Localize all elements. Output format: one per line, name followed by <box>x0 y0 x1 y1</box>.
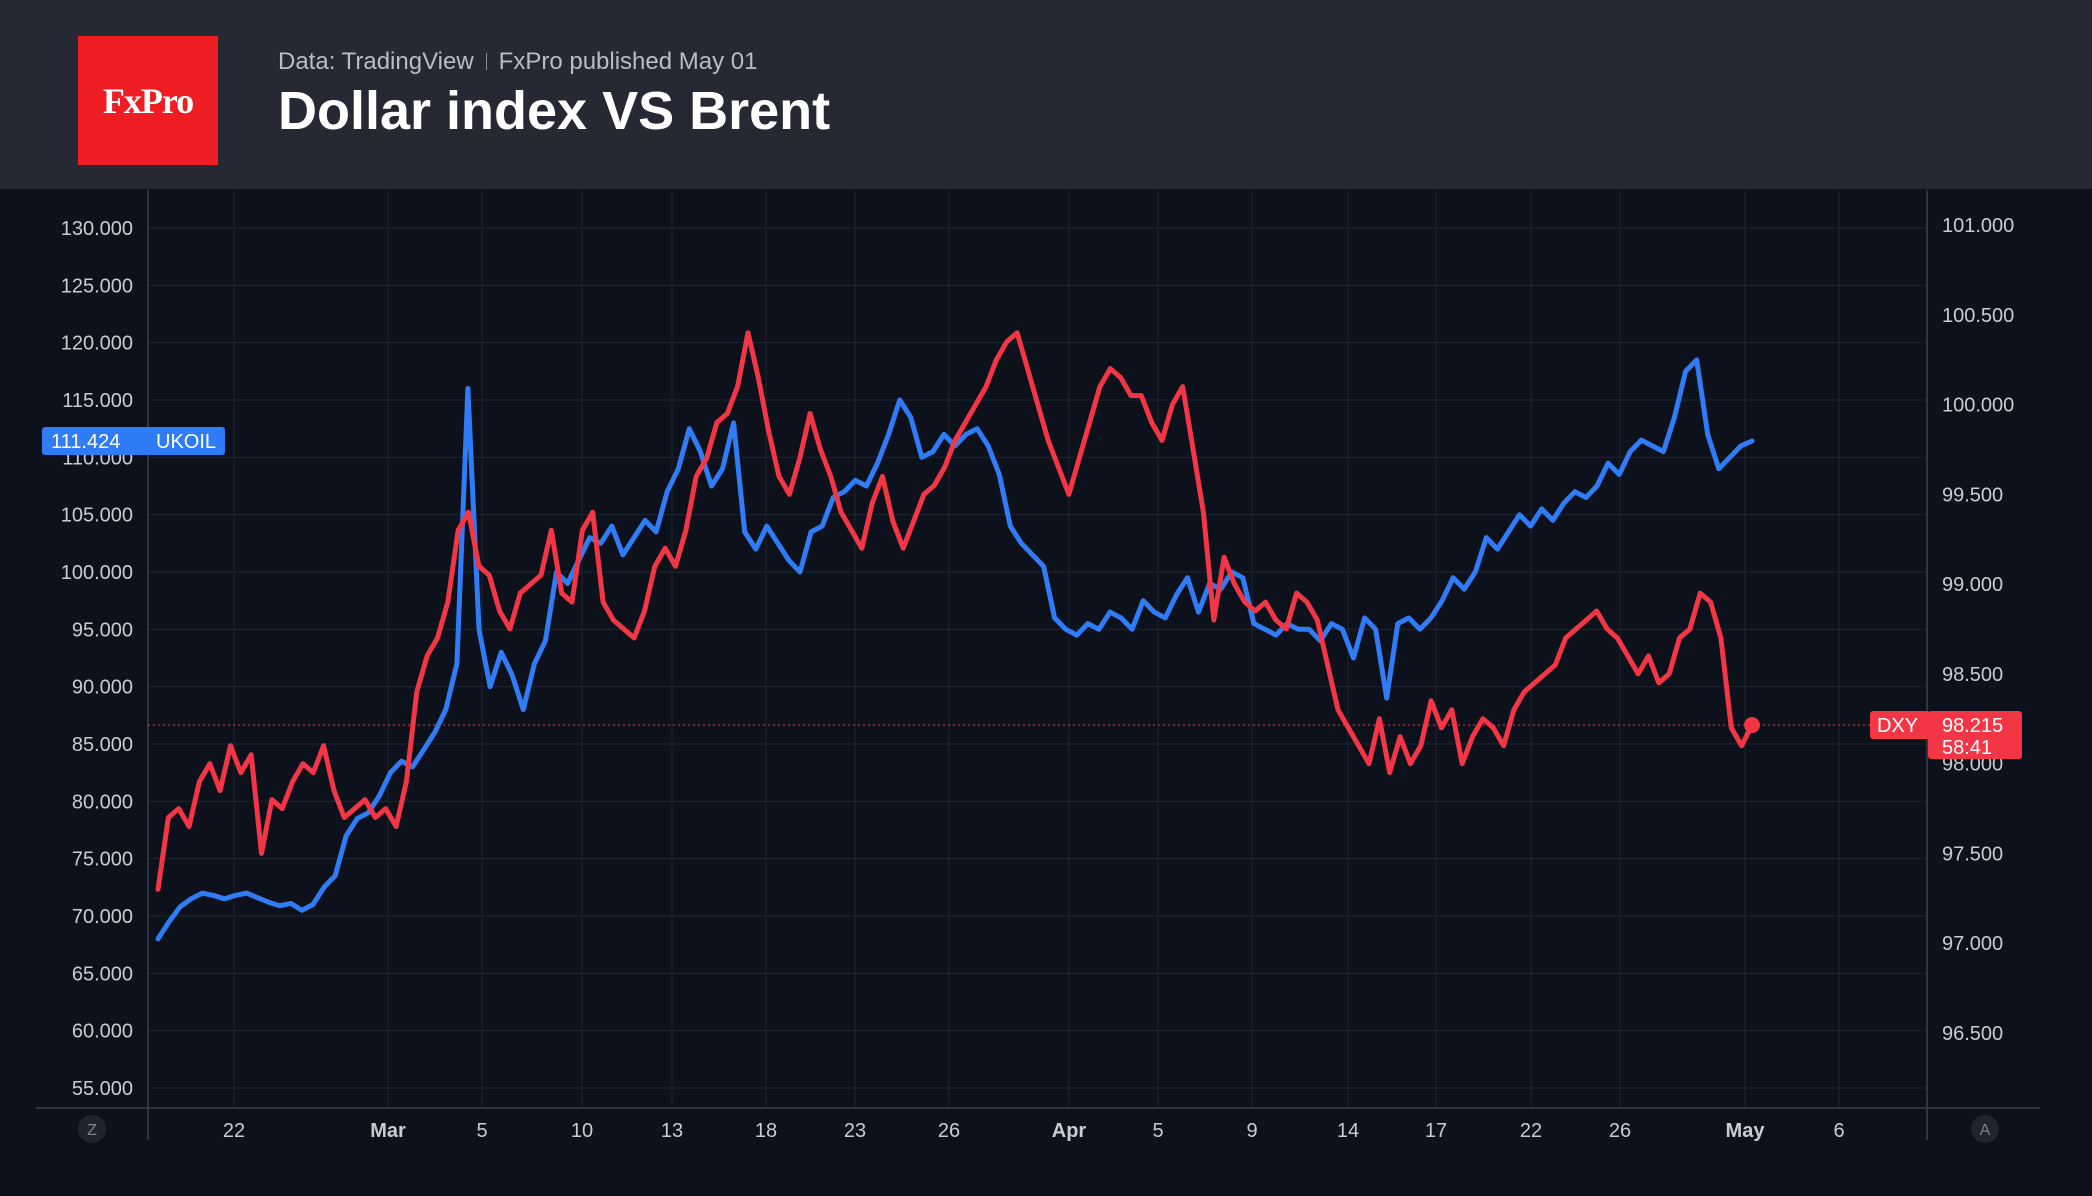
series-line-dxy <box>155 330 1755 892</box>
right-tick-label: 98.000 <box>1942 754 2003 776</box>
right-tick-label: 99.500 <box>1942 484 2003 506</box>
data-source: Data: TradingView <box>278 48 474 75</box>
left-tick-label: 75.000 <box>72 849 133 871</box>
dxy-series-name: DXY <box>1877 715 1918 737</box>
chart-title: Dollar index VS Brent <box>278 81 831 141</box>
dxy-last-value: 98.215 <box>1942 715 2003 737</box>
left-tick-label: 90.000 <box>72 677 133 699</box>
x-tick-label: 9 <box>1246 1120 1257 1142</box>
left-tick-label: 70.000 <box>72 906 133 928</box>
x-tick-label: 18 <box>755 1120 777 1142</box>
published-date: FxPro published May 01 <box>498 48 758 75</box>
x-tick-label: May <box>1726 1120 1766 1142</box>
x-tick-label: 22 <box>223 1120 245 1142</box>
right-tick-label: 99.000 <box>1942 574 2003 596</box>
meta-line: Data: TradingView FxPro published May 01 <box>278 48 757 76</box>
dxy-price-tag <box>1928 711 2022 760</box>
series-layer <box>148 330 1872 942</box>
right-tick-label: 97.000 <box>1942 933 2003 955</box>
left-tick-label: 65.000 <box>72 963 133 985</box>
right-axis-ticks: 101.000 100.500 100.000 99.500 99.000 98.500 9… <box>1942 215 2014 1045</box>
dxy-countdown: 58:41 <box>1942 737 1992 759</box>
x-tick-label: 14 <box>1337 1120 1359 1142</box>
grid <box>148 190 1927 1108</box>
left-tick-label: 125.000 <box>61 275 133 297</box>
left-tick-label: 55.000 <box>72 1078 133 1100</box>
axes <box>36 190 2040 1140</box>
header: FxPro Data: TradingView FxPro published M… <box>0 0 2092 189</box>
x-tick-label: Apr <box>1052 1120 1087 1142</box>
x-tick-label: 26 <box>1609 1120 1631 1142</box>
meta-separator <box>485 53 487 70</box>
left-tick-label: 105.000 <box>61 505 133 527</box>
left-tick-label: 100.000 <box>61 562 133 584</box>
x-axis-ticks: 22 Mar 5 10 13 18 23 26 Apr 5 9 14 17 22 26 May 6 <box>223 1120 1845 1142</box>
x-tick-label: 5 <box>1152 1120 1163 1142</box>
auto-scale-z-button[interactable] <box>78 1115 106 1143</box>
logo-text: FxPro <box>102 80 194 121</box>
dxy-last-point <box>1744 717 1760 734</box>
x-tick-label: 10 <box>571 1120 593 1142</box>
left-tick-label: 80.000 <box>72 791 133 813</box>
right-tick-label: 98.500 <box>1942 664 2003 686</box>
x-tick-label: 6 <box>1833 1120 1844 1142</box>
left-tick-label: 120.000 <box>61 333 133 355</box>
ukoil-price-tag <box>42 427 225 456</box>
right-tick-label: 100.000 <box>1942 395 2014 417</box>
x-tick-label: 22 <box>1520 1120 1542 1142</box>
right-tick-label: 100.500 <box>1942 305 2014 327</box>
x-tick-label: 13 <box>661 1120 683 1142</box>
left-tick-label: 95.000 <box>72 619 133 641</box>
dxy-name-tag <box>1870 711 1930 740</box>
fxpro-logo: FxPro <box>78 36 218 165</box>
left-axis-ticks: 130.000125.000120.000115.000110.000105.0… <box>61 218 133 1100</box>
x-tick-label: 26 <box>938 1120 960 1142</box>
x-tick-label: 17 <box>1425 1120 1447 1142</box>
left-tick-label: 130.000 <box>61 218 133 240</box>
left-tick-label: 60.000 <box>72 1021 133 1043</box>
ukoil-series-name: UKOIL <box>156 431 216 453</box>
x-tick-label: 23 <box>844 1120 866 1142</box>
right-tick-label: 101.000 <box>1942 215 2014 237</box>
left-tick-label: 115.000 <box>62 390 133 412</box>
z-button-label: Z <box>87 1122 97 1139</box>
auto-scale-a-button[interactable] <box>1971 1115 1999 1143</box>
right-tick-label: 96.500 <box>1942 1023 2003 1045</box>
left-tick-label: 85.000 <box>72 734 133 756</box>
ukoil-last-value: 111.424 <box>51 431 120 453</box>
x-tick-label: Mar <box>370 1120 406 1142</box>
a-button-label: A <box>1980 1122 1991 1139</box>
right-tick-label: 97.500 <box>1942 843 2003 865</box>
x-tick-label: 5 <box>476 1120 487 1142</box>
